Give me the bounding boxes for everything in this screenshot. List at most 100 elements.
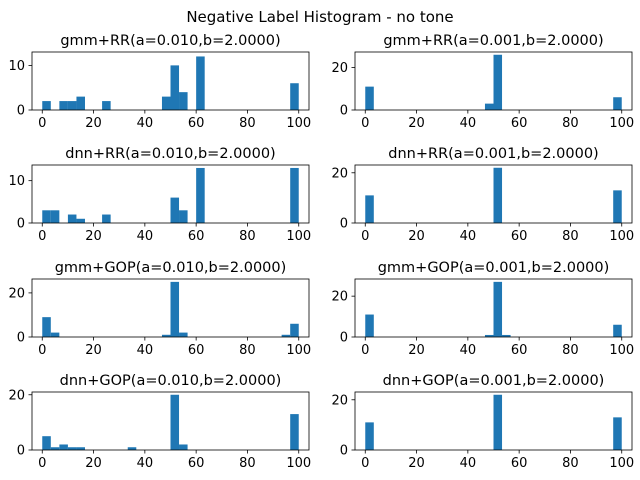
histogram-bar: [67, 101, 77, 110]
axes-frame: [354, 51, 633, 111]
histogram-bar: [59, 101, 68, 110]
histogram-bar: [127, 447, 137, 450]
y-tick-label: 10: [8, 174, 25, 189]
subplot-grid: gmm+RR(a=0.010,b=2.0000)0 20 40 60 80 100010g…: [8, 33, 634, 471]
y-tick-label: 0: [340, 104, 348, 119]
x-tick-label: 20: [85, 229, 102, 244]
subplot-1: gmm+RR(a=0.010,b=2.0000) 0 20 40 60 80 100 0 10: [8, 33, 311, 131]
x-tick-label: 60: [188, 456, 205, 471]
x-tick-label: 40: [460, 229, 477, 244]
x-tick-label: 0: [361, 229, 369, 244]
subplot-title: gmm+RR(a=0.010,b=2.0000): [60, 33, 280, 49]
histogram-bar: [613, 190, 622, 223]
subplot-title: dnn+GOP(a=0.001,b=2.0000): [383, 373, 605, 389]
histogram-bar: [67, 447, 77, 450]
x-tick-label: 60: [511, 456, 528, 471]
x-tick-label: 20: [85, 456, 102, 471]
histogram-bar: [76, 96, 85, 110]
subplot-2: gmm+RR(a=0.001,b=2.0000) 0 20 40 60 80 100 0 20: [331, 33, 634, 131]
histogram-bar: [365, 314, 374, 337]
axes-frame: [31, 51, 310, 111]
x-tick-label: 40: [137, 229, 154, 244]
x-tick-label: 60: [188, 116, 205, 131]
histogram-bar: [613, 417, 622, 450]
histogram-bar: [290, 83, 299, 110]
subplot-6: gmm+GOP(a=0.001,b=2.0000) 0 20 40 60 80 100 0 20: [331, 260, 634, 358]
x-tick-label: 0: [38, 229, 46, 244]
histogram-bar: [484, 103, 494, 110]
x-tick-label: 0: [361, 343, 369, 358]
histogram-bar: [281, 334, 291, 337]
x-tick-label: 60: [188, 343, 205, 358]
histogram-bar: [59, 444, 68, 450]
axes-frame: [354, 278, 633, 338]
x-tick-label: 0: [38, 116, 46, 131]
histogram-bar: [613, 324, 622, 337]
y-tick-label: 20: [331, 61, 348, 76]
x-tick-label: 40: [460, 343, 477, 358]
y-tick-label: 20: [331, 290, 348, 305]
x-tick-label: 60: [511, 343, 528, 358]
x-tick-label: 20: [408, 229, 425, 244]
x-tick-label: 20: [85, 343, 102, 358]
x-tick-label: 0: [361, 116, 369, 131]
x-tick-label: 100: [609, 456, 634, 471]
histogram-bar: [493, 54, 503, 110]
histogram-bar: [179, 332, 188, 337]
histogram-bar: [365, 422, 374, 450]
y-tick-label: 20: [8, 388, 25, 403]
y-tick-label: 0: [340, 331, 348, 346]
histogram-bar: [365, 86, 374, 110]
subplot-title: dnn+RR(a=0.010,b=2.0000): [65, 146, 275, 162]
x-tick-label: 60: [511, 229, 528, 244]
histogram-bar: [50, 210, 60, 223]
histogram-bar: [196, 167, 205, 223]
x-tick-label: 20: [408, 343, 425, 358]
subplot-title: gmm+RR(a=0.001,b=2.0000): [383, 33, 603, 49]
x-tick-label: 80: [562, 456, 579, 471]
axes-frame: [31, 391, 310, 451]
histogram-bar: [50, 332, 60, 337]
axes-frame: [31, 278, 310, 338]
axes-frame: [31, 164, 310, 224]
subplot-title: dnn+GOP(a=0.010,b=2.0000): [60, 373, 282, 389]
y-tick-label: 0: [340, 444, 348, 459]
y-tick-label: 10: [8, 59, 25, 74]
histogram-bar: [170, 394, 180, 450]
x-tick-label: 80: [562, 116, 579, 131]
y-tick-label: 0: [340, 217, 348, 232]
histogram-bar: [502, 334, 511, 337]
histogram-bar: [493, 281, 503, 337]
y-tick-label: 0: [17, 331, 25, 346]
x-tick-label: 40: [460, 456, 477, 471]
histogram-bar: [493, 394, 503, 450]
histogram-bar: [67, 214, 77, 223]
subplot-title: gmm+GOP(a=0.010,b=2.0000): [55, 260, 287, 276]
x-tick-label: 60: [511, 116, 528, 131]
y-tick-label: 0: [17, 444, 25, 459]
histogram-bar: [161, 96, 171, 110]
histogram-bar: [290, 323, 299, 337]
subplot-title: gmm+GOP(a=0.001,b=2.0000): [378, 260, 610, 276]
axes-frame: [354, 391, 633, 451]
x-tick-label: 80: [562, 229, 579, 244]
x-tick-label: 100: [609, 116, 634, 131]
y-tick-label: 20: [331, 393, 348, 408]
subplot-7: dnn+GOP(a=0.010,b=2.0000) 0 20 40 60 80 100 0 20: [8, 373, 311, 471]
x-tick-label: 100: [286, 456, 311, 471]
histogram-bar: [42, 101, 51, 110]
x-tick-label: 0: [38, 343, 46, 358]
x-tick-label: 100: [609, 229, 634, 244]
histogram-bar: [179, 210, 188, 223]
x-tick-label: 40: [137, 456, 154, 471]
x-tick-label: 100: [609, 343, 634, 358]
y-tick-label: 0: [17, 217, 25, 232]
histogram-bar: [76, 218, 85, 223]
x-tick-label: 20: [85, 116, 102, 131]
histogram-bar: [170, 281, 180, 337]
x-tick-label: 100: [286, 343, 311, 358]
histogram-bar: [179, 92, 188, 110]
histogram-bar: [42, 436, 51, 450]
histogram-bar: [102, 214, 111, 223]
